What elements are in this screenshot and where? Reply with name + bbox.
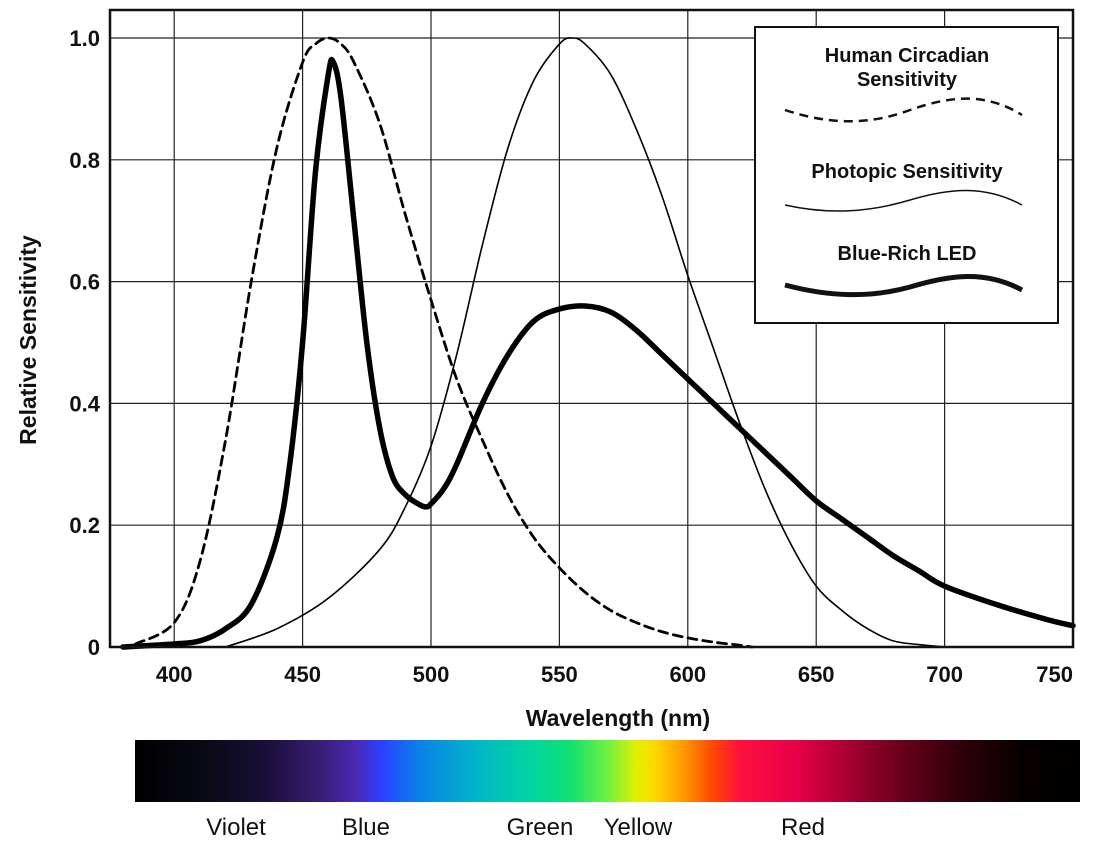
series-line-blue-rich-led [120, 56, 1076, 650]
legend-circadian-swatch [784, 97, 1023, 123]
y-tick-label: 1.0 [69, 26, 100, 51]
spectrum-label-yellow: Yellow [604, 814, 673, 841]
legend-led-label: Blue-Rich LED [838, 243, 977, 265]
spectrum-label-red: Red [781, 814, 825, 841]
x-axis-title: Wavelength (nm) [526, 705, 710, 731]
series-line-photopic [224, 37, 946, 648]
legend-circadian-label-line2: Sensitivity [857, 69, 958, 91]
legend-led-swatch [784, 274, 1024, 298]
legend-photopic-swatch [784, 189, 1023, 212]
x-tick-label: 400 [156, 662, 193, 687]
series-layer [120, 36, 1076, 650]
plot-frame [108, 8, 1075, 649]
y-tick-label: 0.4 [69, 391, 100, 416]
y-tick-label: 0.6 [69, 270, 100, 295]
legend: Human Circadian Sensitivity Photopic Sen… [754, 26, 1059, 324]
series-line-circadian [134, 36, 754, 649]
y-tick-label: 0 [88, 635, 100, 660]
legend-box [754, 26, 1059, 324]
spectrum-label-blue: Blue [342, 814, 390, 841]
tick-labels: 400 450 500 550 600 650 700 750 0 0.2 0.4 0.6 0.8 1.0 [69, 26, 1073, 687]
spectrum-label-violet: Violet [206, 814, 266, 841]
y-tick-label: 0.8 [69, 148, 100, 173]
x-tick-label: 550 [541, 662, 578, 687]
legend-circadian-label-line1: Human Circadian [825, 45, 989, 67]
x-tick-label: 450 [284, 662, 321, 687]
y-axis-title: Relative Sensitivity [15, 235, 41, 445]
y-tick-label: 0.2 [69, 513, 100, 538]
x-tick-label: 500 [413, 662, 450, 687]
spectrum-label-green: Green [507, 814, 574, 841]
legend-photopic-label: Photopic Sensitivity [811, 161, 1003, 183]
x-tick-label: 750 [1036, 662, 1073, 687]
x-tick-label: 600 [669, 662, 706, 687]
x-tick-label: 700 [926, 662, 963, 687]
color-spectrum-bar [135, 740, 1080, 802]
x-tick-label: 650 [798, 662, 835, 687]
